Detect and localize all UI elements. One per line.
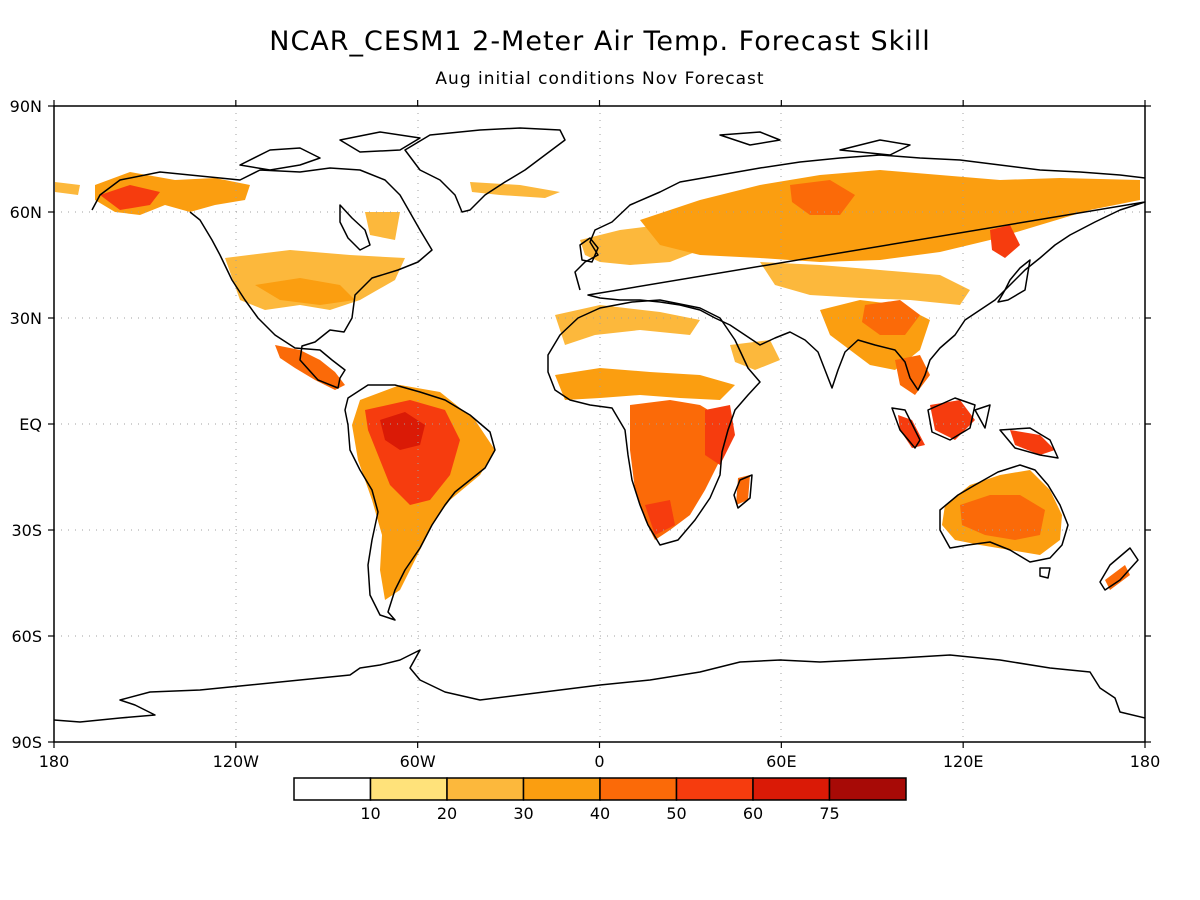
skill-region-siberia-core <box>790 180 855 215</box>
skill-region-siberia-east-edge <box>55 182 80 195</box>
colorbar-swatch <box>369 777 448 801</box>
lat-tick-label: 60N <box>10 203 42 222</box>
colorbar-swatch <box>828 777 907 801</box>
coastline-arctic-islands <box>239 131 911 171</box>
skill-region-new-zealand <box>1105 565 1130 590</box>
lon-tick-label: 180 <box>39 752 70 771</box>
lon-tick-label: 0 <box>594 752 604 771</box>
colorbar-swatch <box>446 777 525 801</box>
coastline-north-america <box>91 167 433 389</box>
lat-tick-label: 90N <box>10 97 42 116</box>
lon-tick-label: 60E <box>766 752 796 771</box>
skill-region-mexico <box>275 345 345 390</box>
skill-region-us <box>225 250 405 310</box>
coastline-uk <box>579 237 599 263</box>
colorbar-swatch <box>752 777 831 801</box>
coastline-tasmania <box>1039 567 1051 579</box>
skill-region-tibet <box>862 300 920 335</box>
lon-tick-label: 60W <box>400 752 436 771</box>
coastline-indonesia <box>891 397 1059 459</box>
lat-tick-label: 60S <box>11 627 42 646</box>
colorbar: 10 20 30 40 50 60 75 <box>293 777 907 823</box>
lat-tick-label: 30S <box>11 521 42 540</box>
coastline-hudson-bay <box>339 204 371 251</box>
lon-tick-label: 120W <box>213 752 260 771</box>
coastline-eurasia <box>574 154 1146 391</box>
coastlines <box>53 127 1146 723</box>
coastline-australia <box>939 464 1069 563</box>
lat-tick-label: 90S <box>11 733 42 752</box>
coastline-africa <box>547 299 761 546</box>
skill-region-east-africa <box>705 405 735 465</box>
coastline-greenland <box>404 127 566 213</box>
skill-region-new-guinea <box>1010 430 1055 455</box>
skill-region-amazon-core <box>380 412 425 450</box>
map-title: NCAR_CESM1 2-Meter Air Temp. Forecast Sk… <box>269 26 931 57</box>
grid-lines <box>54 106 1145 742</box>
map-subtitle: Aug initial conditions Nov Forecast <box>435 69 765 89</box>
coastline-new-zealand <box>1099 547 1139 591</box>
skill-region-africa-sahel <box>555 368 735 400</box>
skill-region-sumatra <box>898 415 925 448</box>
colorbar-swatch <box>522 777 601 801</box>
skill-region-manchuria <box>990 225 1020 258</box>
skill-region-indochina <box>895 355 930 395</box>
colorbar-label: 20 <box>437 804 457 823</box>
skill-shading <box>55 170 1140 600</box>
skill-region-australia-core <box>960 495 1045 540</box>
lat-tick-label: EQ <box>19 415 42 434</box>
colorbar-swatch <box>293 777 372 801</box>
coastline-south-america <box>344 384 496 621</box>
skill-region-greenland <box>470 182 560 198</box>
colorbar-label: 10 <box>360 804 380 823</box>
colorbar-label: 30 <box>513 804 533 823</box>
coastline-japan <box>997 259 1031 303</box>
colorbar-label: 75 <box>819 804 839 823</box>
lat-tick-label: 30N <box>10 309 42 328</box>
colorbar-label: 40 <box>590 804 610 823</box>
colorbar-label: 50 <box>666 804 686 823</box>
coastline-madagascar <box>733 474 753 509</box>
skill-region-alaska-core <box>100 185 160 210</box>
colorbar-swatch <box>675 777 754 801</box>
skill-region-russia <box>640 170 1140 262</box>
skill-region-maritime <box>930 400 975 440</box>
lon-tick-label: 180 <box>1130 752 1161 771</box>
skill-region-central-asia <box>760 262 970 305</box>
skill-region-canada-east <box>365 212 400 240</box>
skill-region-south-africa <box>645 500 675 535</box>
skill-region-us-core <box>255 278 355 305</box>
colorbar-swatch <box>599 777 678 801</box>
colorbar-label: 60 <box>743 804 763 823</box>
lon-tick-label: 120E <box>943 752 984 771</box>
skill-region-arabia <box>730 340 780 370</box>
coastline-antarctica <box>53 649 1146 723</box>
skill-region-north-africa <box>555 305 700 345</box>
